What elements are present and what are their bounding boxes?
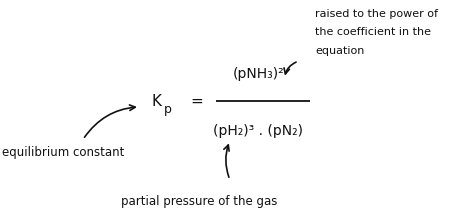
Text: raised to the power of: raised to the power of bbox=[315, 9, 438, 19]
Text: p: p bbox=[164, 102, 172, 116]
Text: equation: equation bbox=[315, 46, 365, 56]
Text: partial pressure of the gas: partial pressure of the gas bbox=[121, 195, 277, 208]
Text: the coefficient in the: the coefficient in the bbox=[315, 27, 431, 37]
Text: K: K bbox=[151, 94, 162, 109]
Text: (pH₂)³ . (pN₂): (pH₂)³ . (pN₂) bbox=[213, 124, 303, 138]
Text: equilibrium constant: equilibrium constant bbox=[2, 146, 125, 159]
Text: =: = bbox=[191, 94, 203, 109]
Text: (pNH₃)²: (pNH₃)² bbox=[233, 67, 284, 81]
